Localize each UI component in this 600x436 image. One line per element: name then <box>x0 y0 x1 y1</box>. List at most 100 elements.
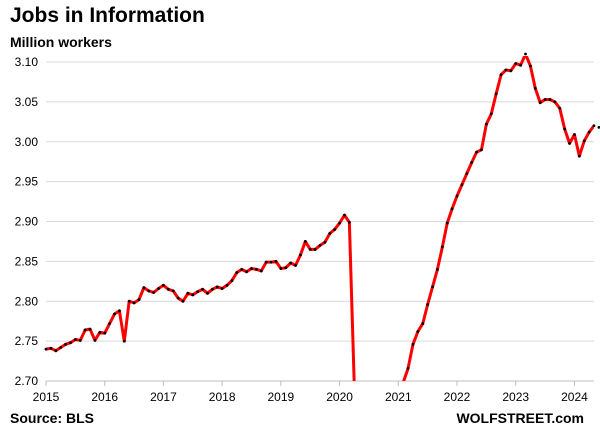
data-point <box>299 253 302 257</box>
data-point <box>318 244 322 247</box>
data-point <box>147 289 151 293</box>
y-tick-label: 2.95 <box>15 175 39 189</box>
x-tick-label: 2023 <box>502 390 529 404</box>
data-point <box>69 341 72 345</box>
x-tick-label: 2020 <box>326 390 353 404</box>
data-point <box>308 248 312 251</box>
data-point <box>411 342 415 346</box>
data-point <box>122 339 126 343</box>
data-point <box>480 148 483 152</box>
data-point <box>519 63 523 67</box>
data-point <box>269 260 273 264</box>
data-point <box>514 62 518 65</box>
data-point <box>333 228 337 231</box>
x-tick-label: 2017 <box>150 390 177 404</box>
y-tick-label: 2.80 <box>15 294 39 308</box>
data-point <box>548 98 552 101</box>
data-point <box>181 299 185 303</box>
data-point <box>313 248 317 251</box>
data-point <box>524 52 527 56</box>
data-point <box>44 347 48 351</box>
x-tick-label: 2019 <box>268 390 295 404</box>
data-point <box>73 338 77 341</box>
y-tick-label: 2.85 <box>15 254 39 268</box>
data-point <box>484 122 488 126</box>
data-point <box>538 101 542 105</box>
data-point <box>450 207 454 211</box>
data-point <box>210 287 214 291</box>
data-point <box>597 126 600 129</box>
data-point <box>152 291 156 294</box>
data-point <box>49 346 53 350</box>
y-tick-label: 2.70 <box>15 374 39 388</box>
data-point <box>240 267 244 271</box>
data-point <box>93 338 97 342</box>
data-point <box>235 271 239 274</box>
data-point <box>250 267 253 270</box>
brand-label: WOLFSTREET.com <box>456 410 584 426</box>
data-point <box>245 270 249 274</box>
data-point <box>255 267 258 271</box>
data-point <box>558 106 562 110</box>
data-point <box>529 64 532 68</box>
data-point <box>108 322 112 325</box>
data-point <box>215 285 219 289</box>
data-point <box>494 92 498 96</box>
data-point <box>264 260 268 264</box>
data-point <box>470 161 474 164</box>
data-point <box>103 331 107 335</box>
data-point <box>166 287 170 291</box>
x-tick-label: 2015 <box>33 390 60 404</box>
source-note: Source: BLS <box>10 410 95 426</box>
data-point <box>171 289 175 293</box>
data-point <box>225 283 229 287</box>
data-point <box>347 220 351 224</box>
data-point <box>543 98 547 101</box>
y-tick-label: 3.00 <box>15 135 39 149</box>
data-point <box>587 130 591 134</box>
x-tick-label: 2024 <box>561 390 588 404</box>
data-point <box>406 366 410 370</box>
data-point <box>568 141 571 145</box>
data-point <box>328 232 332 235</box>
data-point <box>553 100 557 104</box>
data-point <box>445 221 449 225</box>
data-point <box>259 269 263 273</box>
data-point <box>284 266 288 270</box>
data-point <box>573 133 576 136</box>
data-point <box>465 172 469 176</box>
x-tick-label: 2018 <box>209 390 236 404</box>
data-point <box>137 298 141 302</box>
data-point <box>489 112 493 116</box>
data-point <box>294 263 297 267</box>
data-point <box>118 309 121 313</box>
data-point <box>460 183 464 187</box>
x-tick-label: 2022 <box>444 390 471 404</box>
data-point <box>475 150 478 154</box>
data-point <box>113 312 116 316</box>
data-point <box>64 342 67 346</box>
data-point <box>59 346 63 349</box>
data-point <box>582 139 586 143</box>
chart-title: Jobs in Information <box>10 4 205 27</box>
data-point <box>88 327 92 331</box>
data-point <box>274 259 278 263</box>
data-point <box>127 299 131 303</box>
y-tick-label: 3.05 <box>15 95 39 109</box>
data-point <box>196 290 200 294</box>
data-point <box>206 291 209 295</box>
data-point <box>416 330 420 333</box>
data-point <box>142 286 146 290</box>
data-point <box>279 267 283 270</box>
data-point <box>162 283 165 287</box>
data-point <box>440 245 444 249</box>
data-point <box>98 330 102 334</box>
data-point <box>289 261 293 265</box>
y-tick-label: 2.90 <box>15 215 39 229</box>
data-point <box>186 291 190 295</box>
data-point <box>54 349 58 353</box>
data-point <box>191 293 195 297</box>
y-tick-label: 3.10 <box>15 55 39 69</box>
data-point <box>343 213 346 217</box>
